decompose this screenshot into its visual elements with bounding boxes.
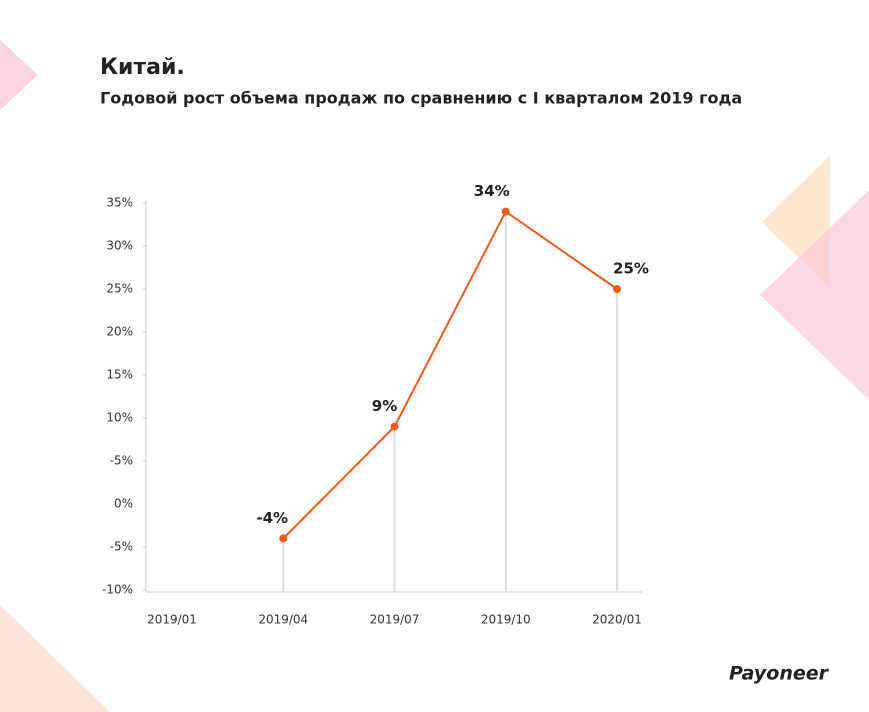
chart-subtitle: Годовой рост объема продаж по сравнению … (100, 89, 742, 108)
y-tick-label: 30% (106, 239, 133, 253)
point (501, 207, 510, 216)
data-label: 34% (474, 182, 510, 200)
point (613, 285, 621, 293)
data-label: 25% (613, 260, 649, 278)
y-tick-label: 0% (114, 497, 133, 511)
point (390, 422, 399, 431)
y-tick-label: 35% (106, 196, 133, 210)
line (282, 210, 618, 540)
y-tick-label: 10% (106, 411, 133, 425)
x-tick-label: 2020/01 (592, 613, 642, 627)
y-tick-label: -10% (102, 583, 133, 597)
decoration (0, 605, 110, 712)
decoration (760, 190, 869, 400)
y-tick-label: -5% (110, 454, 133, 468)
point (279, 534, 288, 543)
x-tick-label: 2019/10 (481, 613, 531, 627)
decoration (0, 40, 38, 110)
y-tick-label: 20% (106, 325, 133, 339)
y-tick-label: 25% (106, 282, 133, 296)
y-tick-label: -5% (110, 540, 133, 554)
data-label: 9% (372, 397, 397, 415)
x-tick-label: 2019/04 (258, 613, 308, 627)
data-label: -4% (256, 509, 288, 527)
x-tick-label: 2019/07 (370, 613, 420, 627)
logo: Payoneer (729, 663, 830, 685)
y-tick-label: 15% (106, 368, 133, 382)
x-tick-label: 2019/01 (147, 613, 197, 627)
chart-title: Китай. (100, 55, 185, 80)
